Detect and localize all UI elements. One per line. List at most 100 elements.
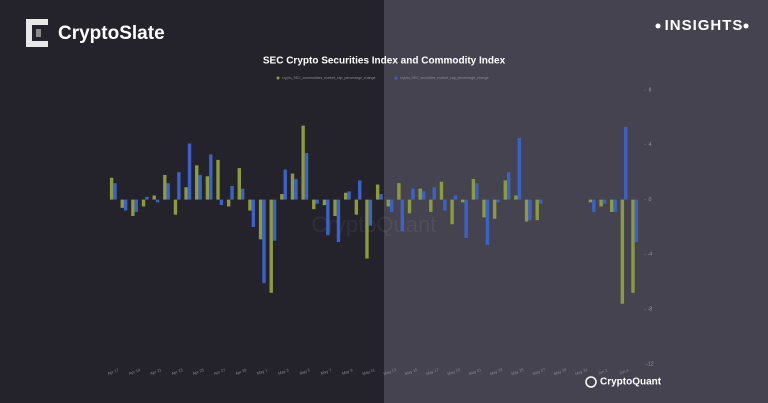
x-tick-label: Jun 2 (597, 367, 609, 375)
bar (145, 196, 149, 200)
y-tick-label: 8 (649, 87, 652, 93)
bar (280, 194, 284, 200)
bar (251, 199, 256, 227)
bar (322, 199, 327, 206)
bar (602, 199, 607, 204)
bar (485, 199, 490, 245)
bar (294, 179, 298, 200)
x-tick-label: Apr 23 (171, 367, 185, 376)
bar (418, 188, 422, 200)
bar (609, 199, 614, 212)
bar (538, 199, 543, 204)
bar (205, 176, 210, 200)
x-tick-label: May 19 (447, 367, 462, 376)
legend-label: crypto_SEC_commodities_market_cap_percen… (282, 76, 375, 80)
bar (141, 199, 146, 207)
bar (624, 126, 628, 200)
bar (230, 185, 234, 200)
bar (634, 199, 639, 243)
bar (258, 199, 263, 240)
bar (219, 199, 224, 206)
bar (131, 199, 135, 217)
bar (358, 180, 362, 200)
bar (184, 187, 188, 200)
bar (439, 181, 444, 200)
bar (514, 195, 518, 200)
x-tick-label: May 31 (574, 367, 589, 376)
bar (315, 199, 319, 204)
bar (198, 174, 202, 200)
bar (379, 194, 383, 200)
bar (163, 174, 167, 200)
bar (312, 199, 316, 210)
x-tick-label: May 25 (510, 367, 525, 376)
bar (507, 172, 511, 200)
left-panel (0, 0, 384, 403)
bar (209, 154, 213, 200)
y-tick-label: -4 (648, 252, 653, 258)
insights-tag: INSIGHTS (665, 17, 744, 34)
bar (134, 199, 139, 212)
bar (290, 173, 295, 200)
bar (613, 199, 617, 212)
x-tick-label: May 3 (277, 367, 290, 376)
bullet (655, 23, 661, 29)
bar (109, 177, 114, 200)
right-panel (384, 0, 768, 403)
bar (429, 199, 433, 212)
bar (443, 199, 447, 211)
x-tick-label: Apr 29 (234, 367, 248, 376)
bar (453, 195, 458, 200)
x-tick-label: Apr 19 (128, 367, 142, 376)
x-tick-label: May 15 (404, 367, 419, 376)
bar (187, 143, 192, 200)
y-tick-label: -12 (646, 361, 653, 367)
bar (354, 199, 359, 215)
bar (421, 191, 426, 200)
bullet (743, 23, 749, 29)
brand: CryptoSlate (58, 23, 165, 44)
x-tick-label: May 27 (532, 367, 547, 376)
x-tick-label: May 5 (299, 367, 312, 376)
bar (241, 188, 245, 200)
legend-label: crypto_SEC_securities_market_cap_percent… (400, 76, 489, 80)
bar (333, 199, 337, 217)
bar (173, 199, 178, 215)
bar (248, 199, 252, 211)
x-tick-label: May 11 (362, 367, 376, 376)
bar (432, 187, 436, 200)
bar (492, 199, 497, 219)
source-icon (585, 376, 597, 388)
legend-swatch (394, 76, 398, 80)
bar (528, 199, 532, 221)
chart-title: SEC Crypto Securities Index and Commodit… (263, 56, 506, 67)
x-tick-label: May 21 (468, 367, 483, 376)
bar (365, 199, 369, 259)
bar (283, 169, 287, 200)
x-tick-label: May 29 (553, 367, 568, 376)
x-tick-label: May 1 (256, 367, 269, 376)
x-tick-label: May 9 (341, 367, 354, 376)
bar (450, 199, 454, 225)
bar (620, 199, 625, 304)
x-tick-label: Apr 27 (213, 367, 227, 376)
bar (216, 159, 220, 200)
x-tick-label: Jun 4 (618, 367, 630, 375)
bar (535, 199, 539, 221)
bar (304, 153, 309, 200)
bar (347, 191, 351, 200)
x-tick-label: Apr 17 (107, 367, 121, 376)
bar (503, 180, 507, 200)
bar (464, 199, 468, 238)
bar (120, 199, 124, 208)
bar (599, 199, 603, 207)
bar (113, 183, 117, 200)
x-tick-label: Apr 25 (192, 367, 206, 376)
bar (336, 199, 341, 243)
bar (461, 199, 465, 203)
y-tick-label: 0 (649, 197, 652, 203)
bar (375, 184, 380, 200)
bar (152, 195, 156, 200)
bar (592, 199, 596, 212)
